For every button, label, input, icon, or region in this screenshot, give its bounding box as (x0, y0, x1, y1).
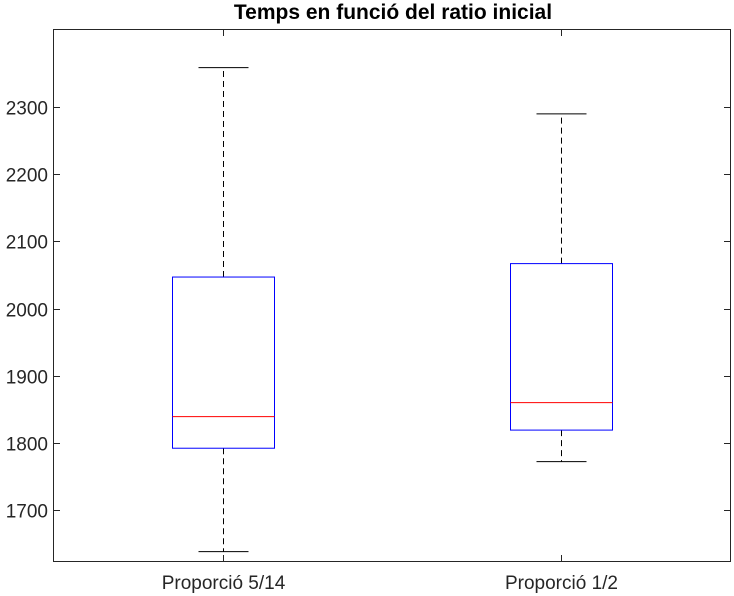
y-axis: 1700 1800 1900 2000 2100 2200 2300 (6, 99, 730, 523)
y-tick-label: 1700 (6, 502, 48, 523)
iqr-box (172, 276, 275, 449)
boxes-layer (172, 67, 613, 553)
chart-title: Temps en funció del ratio inicial (234, 1, 552, 24)
y-tick-label: 2300 (6, 99, 48, 120)
x-tick-label: Proporció 5/14 (162, 573, 286, 594)
x-axis: Proporció 5/14 Proporció 1/2 (162, 30, 618, 594)
y-tick-label: 2000 (6, 301, 48, 322)
y-tick-label: 2100 (6, 233, 48, 254)
iqr-box (510, 263, 613, 431)
x-tick-label: Proporció 1/2 (505, 573, 618, 594)
box-group (510, 113, 613, 463)
y-tick-label: 1900 (6, 368, 48, 389)
box-group (172, 67, 275, 553)
y-tick-label: 2200 (6, 166, 48, 187)
plot-area-frame (53, 29, 731, 562)
y-tick-label: 1800 (6, 435, 48, 456)
